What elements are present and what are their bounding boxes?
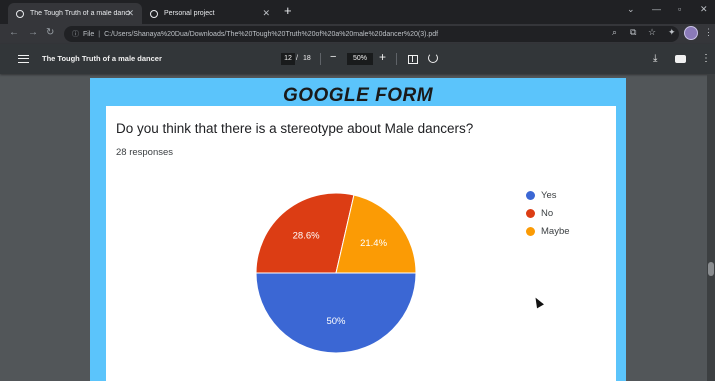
page-number-input[interactable]: 12 (281, 53, 295, 65)
pie-chart: 50% 28.6% 21.4% (255, 192, 417, 354)
toolbar-divider (396, 53, 397, 65)
form-response-card: Do you think that there is a stereotype … (106, 106, 616, 381)
back-arrow-icon[interactable]: ← (9, 27, 19, 38)
address-scheme: File (83, 30, 95, 38)
question-text: Do you think that there is a stereotype … (116, 121, 474, 136)
close-window-button[interactable]: ✕ (700, 4, 708, 14)
legend-item-maybe: Maybe (526, 222, 570, 240)
new-tab-button[interactable]: + (284, 3, 292, 18)
document-title: The Tough Truth of a male dancer (42, 54, 162, 63)
pie-slice-maybe (335, 194, 417, 274)
close-tab-icon[interactable]: ✕ (126, 8, 134, 18)
zoom-icon[interactable]: ⌕ (612, 27, 618, 37)
legend-label: No (541, 207, 554, 219)
legend-label: Yes (541, 189, 557, 201)
tab-personal-project[interactable]: Personal project ✕ (142, 3, 278, 24)
address-bar[interactable]: ⓘ File | C:/Users/Shanaya%20Dua/Download… (64, 26, 679, 42)
response-count: 28 responses (116, 147, 174, 158)
pie-label-yes: 50% (326, 316, 346, 327)
rotate-icon[interactable] (428, 53, 438, 63)
minimize-button[interactable]: — (652, 4, 661, 14)
menu-icon[interactable] (18, 55, 29, 63)
pie-label-maybe: 21.4% (360, 238, 387, 249)
chart-legend: Yes No Maybe (526, 186, 570, 240)
tab-title: The Tough Truth of a male dancer (30, 10, 130, 17)
pie-slice-yes (255, 272, 417, 354)
browser-toolbar: ← → ↻ ⓘ File | C:/Users/Shanaya%20Dua/Do… (0, 24, 715, 44)
legend-label: Maybe (541, 225, 570, 237)
page-separator: / (296, 55, 298, 62)
profile-avatar[interactable] (684, 26, 698, 40)
toolbar-divider (320, 53, 321, 65)
legend-item-no: No (526, 204, 570, 222)
maximize-button[interactable]: ▫ (678, 4, 682, 14)
page-header: GOOGLE FORM (282, 85, 434, 106)
scrollbar-thumb[interactable] (708, 262, 714, 276)
pdf-page: GOOGLE FORM Do you think that there is a… (90, 78, 626, 381)
address-separator: | (98, 30, 101, 38)
forward-arrow-icon[interactable]: → (28, 27, 38, 38)
share-icon[interactable]: ⧉ (630, 27, 637, 37)
zoom-out-button[interactable]: − (330, 51, 337, 63)
tab-tough-truth[interactable]: The Tough Truth of a male dancer ✕ (8, 3, 142, 24)
zoom-level-input[interactable]: 50% (347, 53, 373, 65)
zoom-in-button[interactable]: + (379, 50, 387, 64)
address-url: C:/Users/Shanaya%20Dua/Downloads/The%20T… (104, 30, 439, 38)
bookmark-star-icon[interactable]: ☆ (648, 27, 657, 37)
pie-label-no: 28.6% (293, 230, 320, 241)
legend-swatch (526, 190, 535, 200)
reload-icon[interactable]: ↻ (46, 27, 55, 38)
legend-swatch (526, 226, 535, 236)
more-options-icon[interactable]: ⋮ (701, 53, 711, 64)
pie-slice-no (255, 192, 355, 274)
scrollbar-track[interactable] (707, 74, 715, 381)
legend-item-yes: Yes (526, 186, 570, 204)
fit-to-page-icon[interactable] (408, 55, 418, 64)
close-tab-icon[interactable]: ✕ (262, 8, 270, 18)
tab-strip: The Tough Truth of a male dancer ✕ Perso… (0, 0, 715, 24)
tab-search-icon[interactable]: ⌄ (627, 4, 635, 14)
pdf-toolbar: The Tough Truth of a male dancer 12 / 18… (0, 44, 715, 74)
print-icon[interactable] (675, 55, 686, 63)
legend-swatch (526, 208, 535, 218)
download-icon[interactable]: ⤓ (653, 53, 658, 64)
tab-title: Personal project (164, 10, 215, 17)
chrome-icon (16, 9, 24, 18)
extensions-icon[interactable]: ✦ (668, 27, 676, 37)
info-icon[interactable]: ⓘ (72, 31, 79, 38)
total-pages: 18 (303, 55, 311, 62)
browser-menu-icon[interactable]: ⋮ (704, 27, 713, 37)
chrome-icon (150, 9, 158, 18)
